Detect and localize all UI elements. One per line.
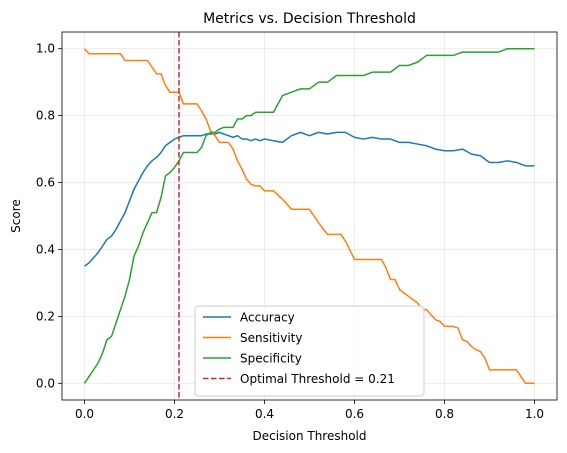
- x-tick-label: 0.8: [435, 407, 454, 421]
- y-tick-label: 1.0: [36, 42, 55, 56]
- x-tick-label: 0.4: [255, 407, 274, 421]
- grid: [62, 32, 557, 400]
- legend-label: Optimal Threshold = 0.21: [240, 372, 395, 386]
- x-tick-label: 0.0: [75, 407, 94, 421]
- x-tick-label: 0.6: [345, 407, 364, 421]
- legend-box: [194, 305, 425, 397]
- legend: Accuracy Sensitivity Specificity Optimal Th…: [194, 305, 425, 397]
- legend-label: Specificity: [240, 352, 302, 366]
- plot-lines: [83, 32, 535, 400]
- chart-title: Metrics vs. Decision Threshold: [203, 11, 416, 27]
- y-tick-label: 0.6: [36, 176, 55, 190]
- legend-label: Accuracy: [240, 311, 295, 325]
- x-axis-label: Decision Threshold: [252, 429, 366, 443]
- y-axis-label: Score: [9, 199, 23, 233]
- y-tick-label: 0.0: [36, 376, 55, 390]
- legend-label: Sensitivity: [240, 331, 302, 345]
- series-line-specificity: [83, 47, 535, 384]
- y-tick-label: 0.4: [36, 242, 55, 256]
- y-tick-label: 0.8: [36, 109, 55, 123]
- axis-ticks: 0.0 0.2 0.4 0.6 0.8 1.0 0.0 0.2 0.4 0.6 0.8 1.0: [36, 42, 544, 421]
- series-line-sensitivity: [83, 48, 535, 385]
- x-tick-label: 1.0: [525, 407, 544, 421]
- x-tick-label: 0.2: [165, 407, 184, 421]
- y-tick-label: 0.2: [36, 309, 55, 323]
- series-line-accuracy: [84, 131, 535, 267]
- plot-frame: [61, 31, 558, 401]
